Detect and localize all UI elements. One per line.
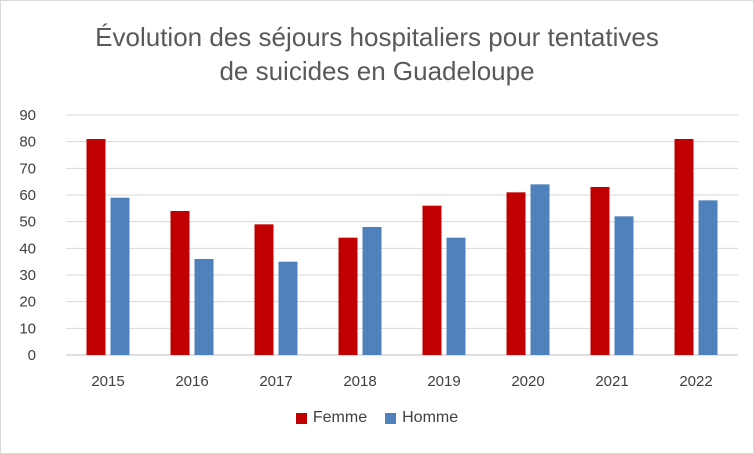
y-tick-label: 60 [19, 187, 36, 204]
y-tick-label: 0 [28, 347, 36, 364]
y-tick-label: 80 [19, 134, 36, 151]
bar-femme-2019 [422, 205, 442, 355]
legend-label-homme: Homme [402, 409, 459, 426]
bar-femme-2022 [674, 139, 694, 355]
x-tick-label: 2018 [343, 373, 376, 390]
x-tick-label: 2017 [259, 373, 292, 390]
bar-femme-2015 [86, 139, 106, 355]
bar-homme-2018 [362, 227, 382, 355]
bar-femme-2020 [506, 192, 526, 355]
x-tick-label: 2020 [511, 373, 544, 390]
legend-swatch-femme [295, 412, 307, 424]
bar-homme-2019 [446, 237, 466, 355]
bar-homme-2022 [698, 200, 718, 355]
y-tick-label: 50 [19, 214, 36, 231]
legend-label-femme: Femme [312, 409, 368, 426]
legend-swatch-homme [385, 412, 397, 424]
bar-homme-2020 [530, 184, 550, 355]
bar-femme-2017 [254, 224, 274, 355]
chart-title-line-2: de suicides en Guadeloupe [219, 56, 535, 86]
legend: Femme Homme [0, 409, 754, 427]
bar-femme-2016 [170, 211, 190, 355]
x-tick-label: 2019 [427, 373, 460, 390]
bar-homme-2015 [110, 197, 130, 355]
y-tick-label: 70 [19, 160, 36, 177]
bar-homme-2016 [194, 259, 214, 355]
x-tick-label: 2015 [91, 373, 124, 390]
bar-homme-2017 [278, 261, 298, 355]
bar-femme-2021 [590, 187, 610, 355]
legend-item-homme: Homme [385, 409, 458, 427]
chart-title-line-1: Évolution des séjours hospitaliers pour … [95, 22, 659, 52]
y-tick-label: 10 [19, 320, 36, 337]
chart-title: Évolution des séjours hospitaliers pour … [0, 20, 754, 88]
y-tick-label: 40 [19, 240, 36, 257]
y-tick-label: 30 [19, 267, 36, 284]
x-tick-label: 2022 [679, 373, 712, 390]
x-tick-label: 2021 [595, 373, 628, 390]
bar-homme-2021 [614, 216, 634, 355]
legend-item-femme: Femme [295, 409, 368, 427]
x-tick-label: 2016 [175, 373, 208, 390]
y-tick-label: 20 [19, 294, 36, 311]
bar-femme-2018 [338, 237, 358, 355]
y-tick-label: 90 [19, 107, 36, 124]
